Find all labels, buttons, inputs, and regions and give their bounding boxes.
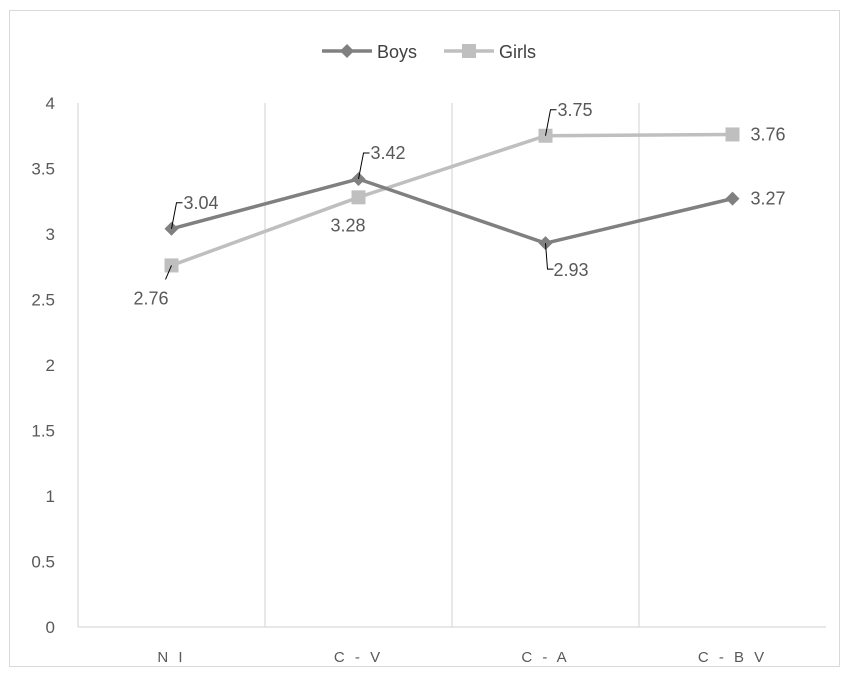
y-tick-label: 3 [46,225,55,244]
data-label-girls: 3.28 [331,215,366,235]
label-leader-line [358,152,370,180]
y-axis-ticks: 0 0.5 1 1.5 2 2.5 3 3.5 4 [31,94,55,637]
data-point-boys [725,191,740,206]
data-label-boys: 3.42 [371,143,406,163]
legend-item-boys[interactable]: Boys [322,42,417,62]
data-label-girls: 3.76 [751,124,786,144]
grid-lines [264,103,640,627]
axes [77,103,826,628]
x-tick-label: N I [157,649,185,666]
y-tick-label: 1.5 [31,422,55,441]
data-label-girls: 3.75 [558,100,593,120]
y-tick-label: 1 [46,487,55,506]
x-tick-label: C - A [521,649,569,666]
y-tick-label: 0.5 [31,553,55,572]
y-tick-label: 3.5 [31,160,55,179]
label-leader-line [165,265,172,280]
x-tick-label: C - B V [698,649,767,666]
data-labels-layer: 3.04 3.42 2.93 3.27 2.76 3.28 3.75 3.76 [134,100,786,309]
legend-marker [340,44,354,58]
data-label-girls: 2.76 [134,288,169,308]
label-leader-line [545,109,557,136]
data-label-boys: 3.04 [184,193,219,213]
series-line-boys [171,177,733,245]
y-tick-label: 2.5 [31,291,55,310]
legend-item-girls[interactable]: Girls [444,42,536,62]
data-point-girls [725,127,740,142]
y-tick-label: 0 [46,618,55,637]
legend[interactable]: Boys Girls [322,42,536,62]
legend-label: Girls [499,42,536,62]
label-leader-line [171,202,183,229]
series-line-girls [170,132,733,268]
chart-border [9,10,840,667]
data-label-boys: 2.93 [554,260,589,280]
x-tick-label: C - V [334,649,383,666]
y-tick-label: 2 [46,356,55,375]
legend-label: Boys [377,42,417,62]
data-point-girls [351,190,366,205]
label-leader-line [545,243,554,270]
data-label-boys: 3.27 [751,189,786,209]
legend-marker [462,44,476,58]
y-tick-label: 4 [46,94,55,113]
